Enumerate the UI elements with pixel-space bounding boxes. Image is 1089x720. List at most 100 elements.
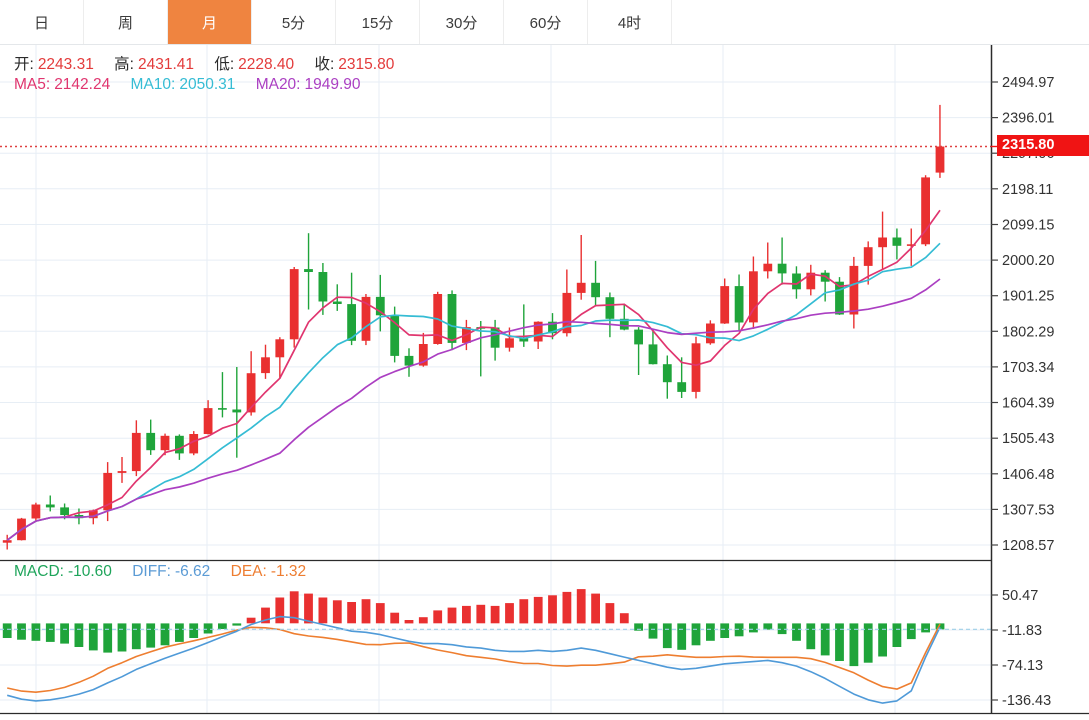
ma20-label: MA20:: [255, 76, 301, 93]
dea-value: -1.32: [270, 563, 307, 580]
macd-bar-positive: [519, 599, 529, 624]
macd-bar-negative: [921, 623, 930, 633]
candle-up: [361, 296, 371, 341]
macd-bar-negative: [820, 623, 830, 656]
candle-down: [835, 281, 844, 315]
macd-bar-negative: [792, 623, 801, 641]
tab-60分[interactable]: 60分: [504, 0, 588, 44]
macd-bar-negative: [935, 623, 945, 630]
low-label: 低:: [214, 56, 235, 73]
tab-周[interactable]: 周: [84, 0, 168, 44]
ma20-line: [6, 278, 941, 541]
candle-down: [232, 409, 242, 413]
macd-bar-positive: [318, 597, 328, 624]
macd-bar-negative: [734, 623, 744, 637]
current-price-text: 2315.80: [1002, 137, 1055, 153]
macd-tick-label: 50.47: [1002, 588, 1038, 604]
tab-月[interactable]: 月: [168, 0, 252, 44]
candle-up: [246, 373, 256, 413]
candle-down: [792, 273, 801, 290]
macd-bar-negative: [677, 623, 687, 650]
candle-down: [146, 432, 156, 451]
macd-bar-negative: [31, 623, 41, 641]
close-label: 收:: [314, 56, 335, 73]
candle-up: [863, 247, 873, 266]
price-tick-label: 1901.25: [1002, 289, 1054, 305]
macd-bar-negative: [103, 623, 113, 653]
macd-bar-negative: [131, 623, 141, 650]
candle-down: [375, 296, 385, 316]
macd-bar-negative: [2, 623, 12, 638]
ma-legend-row: MA5: 2142.24 MA10: 2050.31 MA20: 1949.90: [14, 76, 365, 94]
ma10-label: MA10:: [130, 76, 176, 93]
ohlc-row: 开: 2243.31 高: 2431.41 低: 2228.40 收: 2315.80: [14, 52, 398, 74]
macd-bar-negative: [906, 623, 916, 640]
candle-up: [275, 339, 285, 358]
price-tick-label: 2099.15: [1002, 218, 1054, 234]
tab-日[interactable]: 日: [0, 0, 84, 44]
candle-up: [203, 408, 213, 434]
price-tick-label: 1307.53: [1002, 502, 1054, 518]
candle-up: [749, 271, 758, 323]
candle-up: [160, 435, 170, 451]
tab-4时[interactable]: 4时: [588, 0, 672, 44]
macd-bar-negative: [863, 623, 873, 663]
ma5-value: 2142.24: [54, 76, 111, 93]
macd-bar-negative: [218, 623, 227, 629]
macd-bar-negative: [806, 623, 816, 650]
macd-bar-positive: [375, 603, 385, 624]
candle-down: [548, 321, 557, 334]
macd-bar-positive: [619, 613, 629, 624]
candle-down: [591, 282, 600, 298]
candle-up: [720, 286, 730, 324]
macd-bar-positive: [361, 599, 371, 624]
macd-bar-positive: [418, 617, 428, 624]
candle-down: [45, 504, 55, 508]
macd-bar-negative: [835, 623, 844, 661]
candle-up: [706, 323, 715, 344]
axis-frame: [0, 45, 1089, 715]
macd-bar-negative: [189, 623, 199, 638]
macd-bar-positive: [533, 596, 543, 624]
macd-bar-positive: [548, 595, 557, 624]
price-tick-label: 2494.97: [1002, 75, 1054, 91]
price-tick-label: 2198.11: [1002, 182, 1053, 198]
low-value: 2228.40: [238, 56, 295, 73]
candle-down: [662, 364, 672, 383]
candle-up: [117, 471, 127, 473]
price-tick-label: 2000.20: [1002, 253, 1054, 269]
close-value: 2315.80: [338, 56, 395, 73]
candle-up: [261, 357, 270, 374]
diff-value: -6.62: [174, 563, 211, 580]
tab-30分[interactable]: 30分: [420, 0, 504, 44]
candle-up: [103, 472, 113, 511]
macd-bar-negative: [720, 623, 730, 638]
macd-bar-negative: [203, 623, 213, 634]
macd-bar-negative: [662, 623, 672, 649]
candle-down: [734, 286, 744, 323]
macd-bar-negative: [45, 623, 55, 642]
ma10-value: 2050.31: [179, 76, 236, 93]
candle-down: [304, 269, 313, 272]
price-tick-label: 1406.48: [1002, 467, 1054, 483]
dea-label: DEA:: [230, 563, 267, 580]
price-tick-label: 1208.57: [1002, 538, 1054, 554]
macd-histogram: [2, 589, 945, 667]
candle-up: [763, 263, 773, 272]
candle-up: [31, 504, 41, 519]
candle-up: [2, 540, 12, 543]
candle-down: [490, 327, 500, 348]
macd-bar-positive: [505, 603, 514, 624]
macd-bar-negative: [763, 623, 773, 630]
tab-5分[interactable]: 5分: [252, 0, 336, 44]
candle-up: [88, 510, 98, 519]
macd-tick-label: -74.13: [1002, 658, 1043, 674]
macd-bar-negative: [160, 623, 170, 646]
macd-bar-negative: [17, 623, 26, 640]
candle-up: [806, 272, 816, 290]
tab-15分[interactable]: 15分: [336, 0, 420, 44]
ma20-value: 1949.90: [304, 76, 361, 93]
macd-bar-positive: [433, 610, 443, 624]
candle-down: [892, 237, 902, 246]
